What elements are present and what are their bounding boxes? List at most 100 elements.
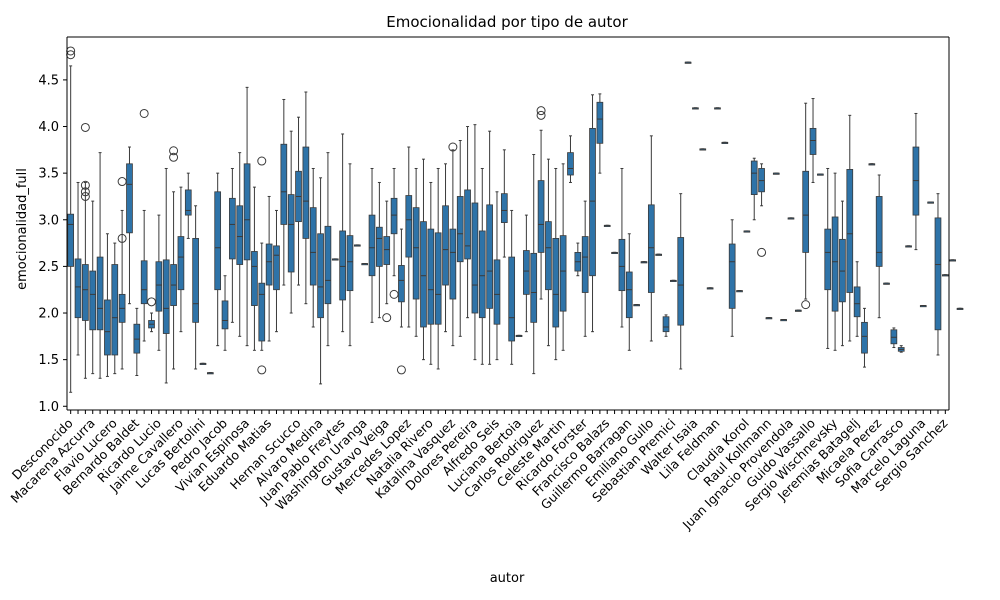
box-33 xyxy=(309,167,317,328)
outlier-point xyxy=(382,313,392,323)
box-98 xyxy=(787,217,795,220)
box-body xyxy=(258,282,266,342)
outlier-point xyxy=(801,300,811,310)
box-65 xyxy=(545,158,552,347)
outlier-point xyxy=(169,152,179,162)
box-body xyxy=(559,235,567,312)
box-body xyxy=(243,163,251,261)
box-37 xyxy=(339,133,346,333)
box-body xyxy=(802,170,810,253)
box-96 xyxy=(772,172,780,175)
box-18 xyxy=(199,362,207,365)
box-74 xyxy=(611,251,618,255)
y-tick-label: 2.0 xyxy=(38,307,59,322)
box-body xyxy=(236,205,244,265)
box-2 xyxy=(80,122,90,379)
box-body xyxy=(89,270,97,331)
box-body xyxy=(82,264,89,321)
box-91 xyxy=(736,290,743,293)
box-76 xyxy=(625,233,633,351)
box-body xyxy=(464,189,471,260)
box-60 xyxy=(508,209,516,365)
chart-title: Emocionalidad por tipo de autor xyxy=(386,13,628,31)
box-body xyxy=(934,217,942,331)
box-body xyxy=(853,286,861,318)
box-body xyxy=(486,204,493,309)
box-body xyxy=(596,101,604,144)
box-71 xyxy=(589,94,596,333)
box-68 xyxy=(567,135,574,183)
box-body xyxy=(831,216,839,312)
box-84 xyxy=(684,61,692,64)
box-body xyxy=(508,256,516,342)
box-14 xyxy=(169,146,179,370)
box-body xyxy=(589,127,596,277)
box-body xyxy=(126,163,133,234)
box-5 xyxy=(104,233,111,377)
outlier-point xyxy=(139,108,149,118)
box-body xyxy=(192,238,199,323)
box-4 xyxy=(96,152,104,379)
box-42 xyxy=(376,181,383,319)
box-40 xyxy=(361,263,369,266)
box-69 xyxy=(574,242,582,277)
box-35 xyxy=(324,152,332,347)
box-21 xyxy=(221,275,229,351)
box-3 xyxy=(89,200,97,375)
plot-area xyxy=(66,46,964,393)
box-body xyxy=(251,251,258,306)
box-body xyxy=(581,236,589,293)
box-70 xyxy=(581,200,589,337)
box-body xyxy=(273,245,280,291)
box-body xyxy=(552,238,560,328)
outlier-point xyxy=(757,247,767,257)
y-tick-label: 2.5 xyxy=(38,260,59,275)
box-body xyxy=(427,228,435,325)
box-0 xyxy=(66,46,76,393)
box-body xyxy=(478,230,486,319)
box-115 xyxy=(912,112,920,251)
box-85 xyxy=(692,107,699,110)
box-body xyxy=(824,228,832,291)
box-73 xyxy=(603,224,611,227)
box-body xyxy=(214,191,222,291)
box-body xyxy=(809,127,817,155)
box-body xyxy=(287,194,295,273)
box-body xyxy=(493,259,501,325)
box-body xyxy=(67,213,75,267)
box-body xyxy=(530,252,538,323)
y-tick-label: 3.0 xyxy=(38,213,59,228)
box-7 xyxy=(117,177,127,370)
box-94 xyxy=(757,163,767,257)
box-57 xyxy=(486,130,493,365)
box-body xyxy=(405,195,413,258)
box-109 xyxy=(868,163,876,166)
box-106 xyxy=(846,114,854,342)
box-99 xyxy=(794,309,802,312)
box-89 xyxy=(721,141,729,144)
box-51 xyxy=(442,163,449,333)
box-body xyxy=(309,207,317,286)
box-62 xyxy=(523,214,530,333)
outlier-point xyxy=(396,365,406,375)
outlier-point xyxy=(80,122,90,132)
y-axis: 1.0 1.5 2.0 2.5 3.0 3.5 4.0 4.5 xyxy=(38,37,950,415)
box-95 xyxy=(765,317,773,320)
outlier-point xyxy=(80,180,90,190)
box-44 xyxy=(389,167,399,299)
box-body xyxy=(339,230,346,301)
box-87 xyxy=(706,287,714,290)
box-41 xyxy=(368,167,376,323)
box-36 xyxy=(331,258,339,261)
box-body xyxy=(140,260,148,305)
box-110 xyxy=(875,174,883,319)
box-body xyxy=(750,160,758,195)
box-body xyxy=(846,169,854,293)
outlier-point xyxy=(257,365,267,375)
box-body xyxy=(412,207,420,300)
box-1 xyxy=(74,181,82,356)
box-64 xyxy=(536,106,546,300)
box-10 xyxy=(139,108,149,342)
